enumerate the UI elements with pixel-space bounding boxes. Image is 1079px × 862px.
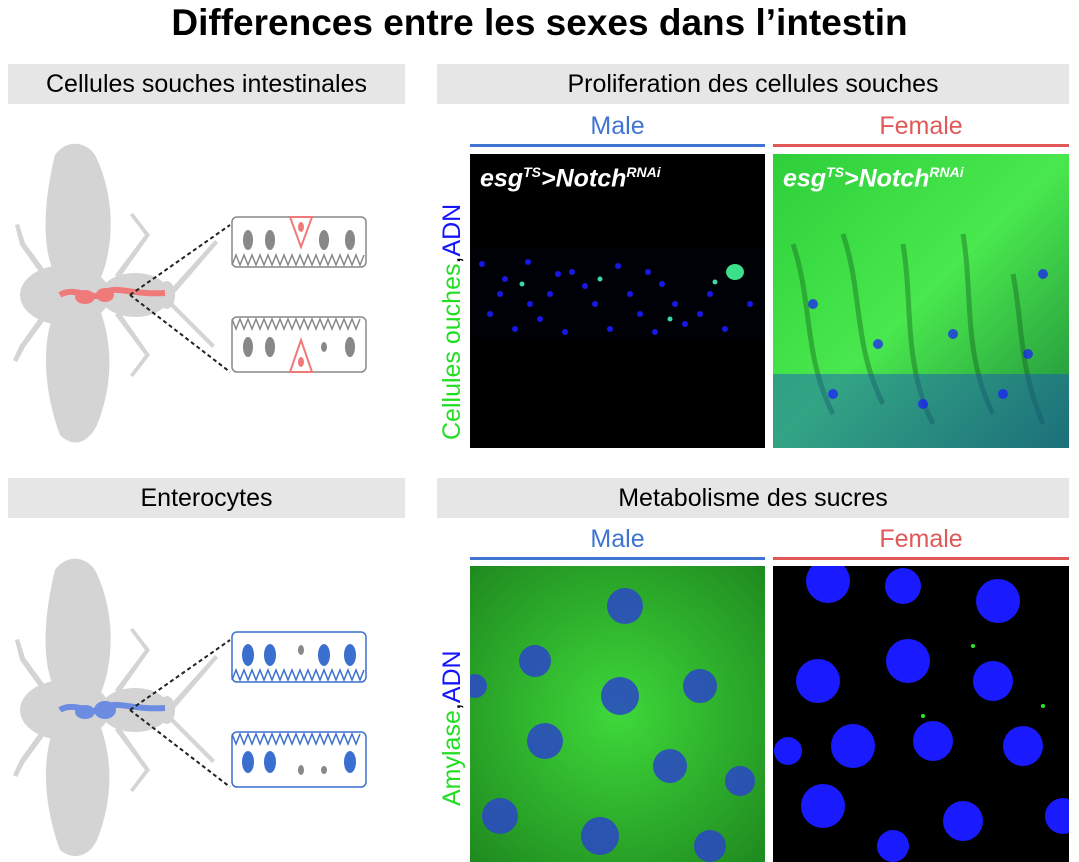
male-underline-row2 xyxy=(470,557,765,560)
stem-cell-icon xyxy=(288,216,314,373)
micrograph-male-proliferation: esgTS>NotchRNAi xyxy=(470,154,765,448)
fly-stem-cell-diagram xyxy=(13,143,367,443)
fly-silhouette-icon xyxy=(13,143,218,443)
header-stem-cells: Cellules souches intestinales xyxy=(8,64,405,104)
male-underline-row1 xyxy=(470,144,765,147)
female-label-row2: Female xyxy=(879,525,963,553)
ylabel-separator: , xyxy=(438,703,466,711)
header-sugar-metabolism: Metabolisme des sucres xyxy=(437,478,1069,518)
header-proliferation: Proliferation des cellules souches xyxy=(437,64,1069,104)
ylabel-row2: Amylase,ADN xyxy=(438,650,467,806)
micrograph-male-amylase xyxy=(470,566,765,862)
enterocyte-epithelium-icon xyxy=(231,631,367,788)
header-enterocytes: Enterocytes xyxy=(8,478,405,518)
fly-enterocyte-diagram xyxy=(13,558,367,857)
ylabel-row1: Cellules ouches,ADN xyxy=(438,204,467,440)
ylabel-amylase: Amylase xyxy=(438,710,466,806)
male-label-row1: Male xyxy=(590,112,645,140)
ylabel-dna: ADN xyxy=(438,203,466,257)
ylabel-dna: ADN xyxy=(438,650,466,704)
micrograph-female-amylase xyxy=(773,566,1069,862)
female-underline-row2 xyxy=(773,557,1069,560)
fly-silhouette-icon xyxy=(13,558,218,857)
micrograph-female-proliferation: esgTS>NotchRNAi xyxy=(773,154,1069,448)
genotype-label-female: esgTS>NotchRNAi xyxy=(783,164,964,193)
ylabel-stem-cells: Cellules ouches xyxy=(438,263,466,441)
ylabel-separator: , xyxy=(438,256,466,264)
genotype-label-male: esgTS>NotchRNAi xyxy=(480,164,661,193)
female-underline-row1 xyxy=(773,144,1069,147)
figure-title: Differences entre les sexes dans l’intes… xyxy=(171,2,908,43)
female-label-row1: Female xyxy=(879,112,963,140)
male-label-row2: Male xyxy=(590,525,645,553)
